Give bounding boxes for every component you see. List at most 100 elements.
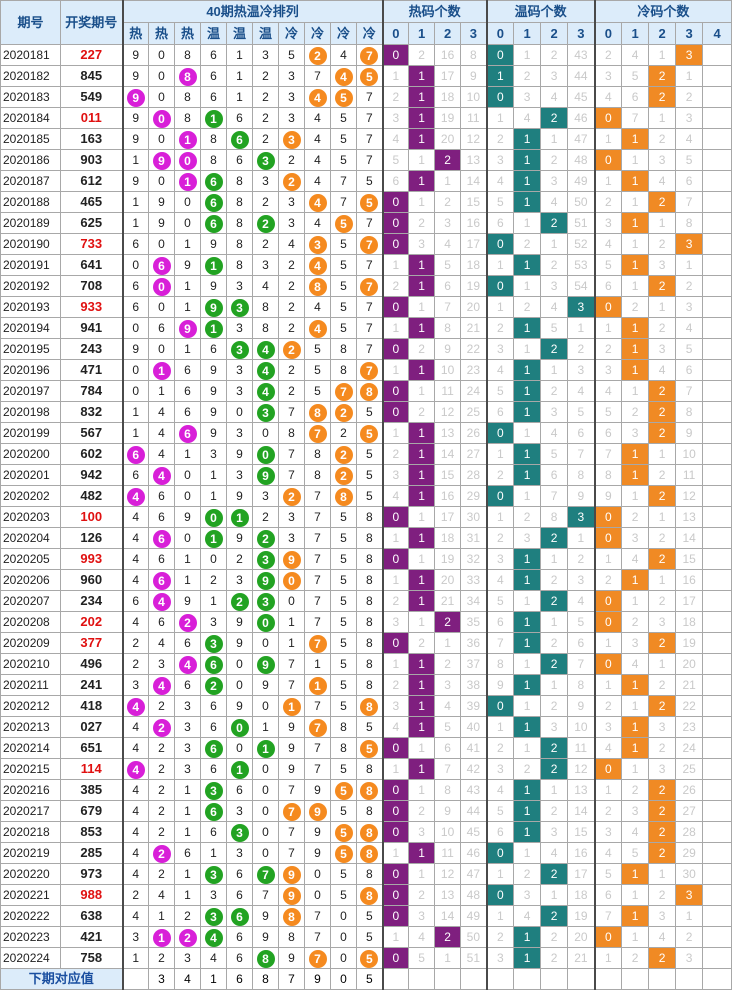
hot-ball: 6 <box>152 529 171 548</box>
rank-cell: 2 <box>200 569 227 591</box>
table-row: 2020207 234 6 4 9 1 2 3 0 7 5 8 2 1 21 34 5 1 2 4 0 1 2 17 <box>0 590 733 612</box>
hot-count-hit: 0 <box>382 884 410 906</box>
next-value-cell[interactable]: 4 <box>174 968 201 990</box>
cold-count-miss: 1 <box>648 506 677 528</box>
cold-count-miss: 4 <box>594 86 623 108</box>
warm-ball: 3 <box>230 340 249 359</box>
rank-cell: 2 <box>278 359 305 381</box>
warm-count-miss: 2 <box>540 149 569 171</box>
warm-ball: 3 <box>230 823 249 842</box>
cold-count-miss <box>702 359 733 381</box>
ranking-header: 40期热温冷排列 <box>121 0 384 23</box>
cold-count-miss: 27 <box>675 800 704 822</box>
rank-cell: 1 <box>252 716 279 738</box>
hot-count-miss: 10 <box>434 359 462 381</box>
hot-count-miss: 1 <box>434 632 462 654</box>
rank-cell-hit: 4 <box>122 695 149 717</box>
hot-ball: 9 <box>178 319 197 338</box>
rank-cell-hit: 2 <box>278 170 305 192</box>
rank-cell: 1 <box>122 422 149 444</box>
warm-count-miss: 11 <box>567 737 596 759</box>
next-value-cell[interactable]: 9 <box>304 968 331 990</box>
hot-ball: 4 <box>152 676 171 695</box>
hot-count-miss: 1 <box>434 170 462 192</box>
rank-cell: 9 <box>122 44 149 66</box>
hot-count-miss: 13 <box>460 149 488 171</box>
rank-cell: 4 <box>304 149 331 171</box>
warm-ball: 1 <box>204 256 223 275</box>
cold-count-hit: 2 <box>648 422 677 444</box>
warm-count-miss: 5 <box>540 317 569 339</box>
cold-count-miss: 3 <box>621 527 650 549</box>
next-value-cell[interactable]: 5 <box>355 968 384 990</box>
warm-count-miss: 5 <box>486 590 515 612</box>
draw-cell: 853 <box>60 821 124 843</box>
next-value-cell[interactable]: 7 <box>278 968 305 990</box>
cold-ball: 8 <box>308 277 327 296</box>
rank-cell-hit: 7 <box>355 233 384 255</box>
rank-cell: 6 <box>122 590 149 612</box>
cold-count-miss <box>702 233 733 255</box>
warm-ball: 3 <box>256 550 275 569</box>
rank-cell: 5 <box>278 44 305 66</box>
hot-count-miss: 1 <box>382 422 410 444</box>
next-value-cell[interactable]: 2 <box>122 968 149 990</box>
rank-cell: 7 <box>304 506 331 528</box>
warm-count-miss: 4 <box>486 569 515 591</box>
next-value-cell[interactable]: 3 <box>148 968 175 990</box>
warm-count-hit: 0 <box>486 233 515 255</box>
hot-count-miss: 5 <box>408 947 436 969</box>
rank-cell: 2 <box>148 947 175 969</box>
cold-ball: 7 <box>308 424 327 443</box>
rank-cell: 5 <box>330 548 357 570</box>
rank-cell: 2 <box>278 254 305 276</box>
next-value-cell[interactable]: 6 <box>226 968 253 990</box>
hot-count-miss: 1 <box>382 653 410 675</box>
rank-cell-hit: 6 <box>200 170 227 192</box>
rank-cell: 1 <box>122 191 149 213</box>
warm-count-miss: 45 <box>567 86 596 108</box>
warm-count-miss: 6 <box>486 212 515 234</box>
warm-count-miss: 1 <box>540 611 569 633</box>
rank-cell: 6 <box>174 359 201 381</box>
cold-count-miss: 8 <box>675 401 704 423</box>
warm-count-miss: 5 <box>540 443 569 465</box>
rank-cell: 3 <box>148 653 175 675</box>
rank-cell: 3 <box>226 317 253 339</box>
warm-count-hit: 0 <box>486 422 515 444</box>
cold-count-miss: 3 <box>594 716 623 738</box>
warm-count-miss: 3 <box>513 884 542 906</box>
hot-count-miss: 21 <box>460 317 488 339</box>
cold-ball: 1 <box>308 676 327 695</box>
table-row: 2020182 845 9 0 8 6 1 2 3 7 4 5 1 1 17 9 1 2 3 44 3 5 2 1 <box>0 65 733 87</box>
hot-count-miss: 1 <box>408 779 436 801</box>
rank-cell: 8 <box>355 590 384 612</box>
rank-cell: 9 <box>226 527 253 549</box>
next-value-cell[interactable]: 1 <box>200 968 227 990</box>
rank-cell: 0 <box>122 317 149 339</box>
hot-count-miss: 19 <box>434 548 462 570</box>
rank-cell: 4 <box>148 443 175 465</box>
warm-count-miss: 1 <box>567 527 596 549</box>
draw-cell: 234 <box>60 590 124 612</box>
next-value-cell[interactable]: 8 <box>252 968 279 990</box>
cold-count-miss: 1 <box>594 674 623 696</box>
rank-cell-hit: 1 <box>226 758 253 780</box>
rank-cell-hit: 2 <box>330 464 357 486</box>
rank-cell-hit: 7 <box>304 947 331 969</box>
rank-cell: 3 <box>122 926 149 948</box>
rank-cell: 2 <box>252 233 279 255</box>
hot-ball: 4 <box>126 487 145 506</box>
cold-count-miss <box>702 212 733 234</box>
cold-count-miss: 11 <box>675 464 704 486</box>
next-value-cell[interactable]: 0 <box>330 968 357 990</box>
warm-count-miss: 3 <box>540 401 569 423</box>
rank-cell-hit: 7 <box>304 632 331 654</box>
cold-count-hit: 2 <box>648 86 677 108</box>
cold-count-hit: 1 <box>621 317 650 339</box>
cold-ball: 9 <box>282 865 301 884</box>
rank-cell: 5 <box>330 149 357 171</box>
rank-cell-hit: 1 <box>304 674 331 696</box>
hot-count-miss: 1 <box>382 359 410 381</box>
rank-cell-hit: 3 <box>252 548 279 570</box>
